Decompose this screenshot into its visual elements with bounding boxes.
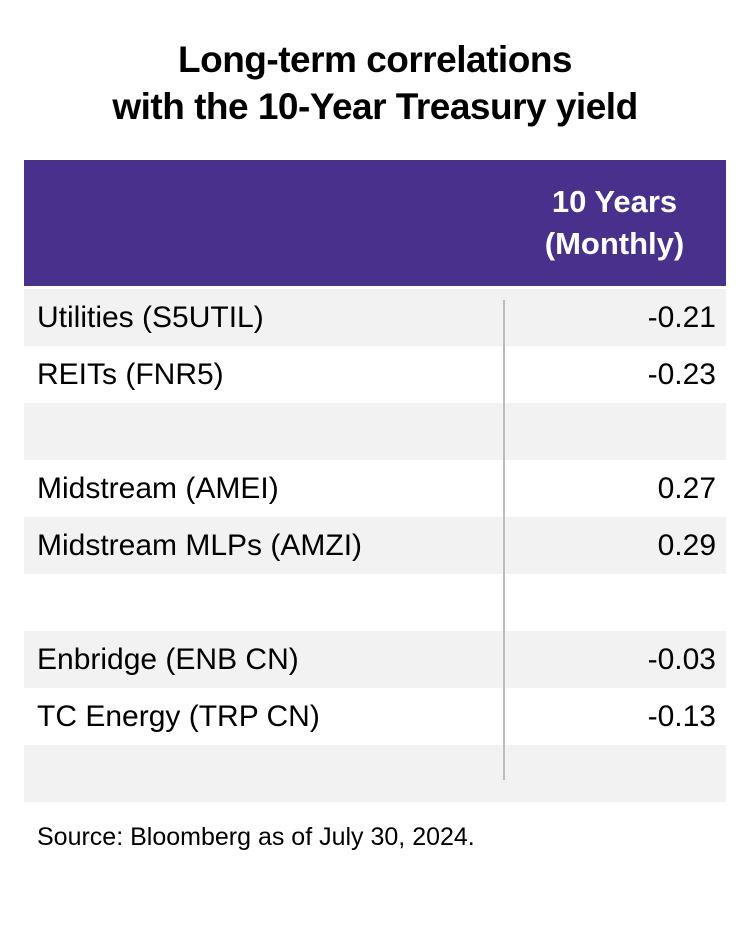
- column-divider-line: [503, 300, 505, 780]
- table-row: Midstream (AMEI) 0.27: [24, 460, 726, 517]
- table-row-spacer: [24, 574, 726, 631]
- table-row: REITs (FNR5) -0.23: [24, 346, 726, 403]
- table-row: TC Energy (TRP CN) -0.13: [24, 688, 726, 745]
- row-value: -0.03: [647, 642, 716, 676]
- row-label: REITs (FNR5): [37, 357, 224, 391]
- page-title: Long-term correlations with the 10-Year …: [0, 36, 750, 130]
- row-value: -0.21: [647, 300, 716, 334]
- table-header-line1: 10 Years: [551, 184, 678, 219]
- page-title-line1: Long-term correlations: [178, 39, 573, 80]
- source-note: Source: Bloomberg as of July 30, 2024.: [37, 823, 475, 851]
- table-row: Midstream MLPs (AMZI) 0.29: [24, 517, 726, 574]
- row-label: TC Energy (TRP CN): [37, 699, 320, 733]
- table-header-line2: (Monthly): [544, 226, 685, 261]
- row-label: Midstream (AMEI): [37, 471, 279, 505]
- table-row-spacer: [24, 403, 726, 460]
- row-label: Enbridge (ENB CN): [37, 642, 299, 676]
- correlation-table: 10 Years (Monthly) Utilities (S5UTIL) -0…: [24, 160, 726, 802]
- row-value: -0.23: [647, 357, 716, 391]
- table-row-spacer: [24, 745, 726, 802]
- table-header-column-label: 10 Years (Monthly): [503, 181, 726, 265]
- row-value: 0.27: [657, 471, 716, 505]
- row-label: Midstream MLPs (AMZI): [37, 528, 363, 562]
- row-value: 0.29: [657, 528, 716, 562]
- table-header: 10 Years (Monthly): [24, 160, 726, 286]
- table-body: Utilities (S5UTIL) -0.21 REITs (FNR5) -0…: [24, 289, 726, 802]
- table-row: Enbridge (ENB CN) -0.03: [24, 631, 726, 688]
- table-row: Utilities (S5UTIL) -0.21: [24, 289, 726, 346]
- row-value: -0.13: [647, 699, 716, 733]
- row-label: Utilities (S5UTIL): [37, 300, 264, 334]
- page-title-line2: with the 10-Year Treasury yield: [112, 86, 638, 127]
